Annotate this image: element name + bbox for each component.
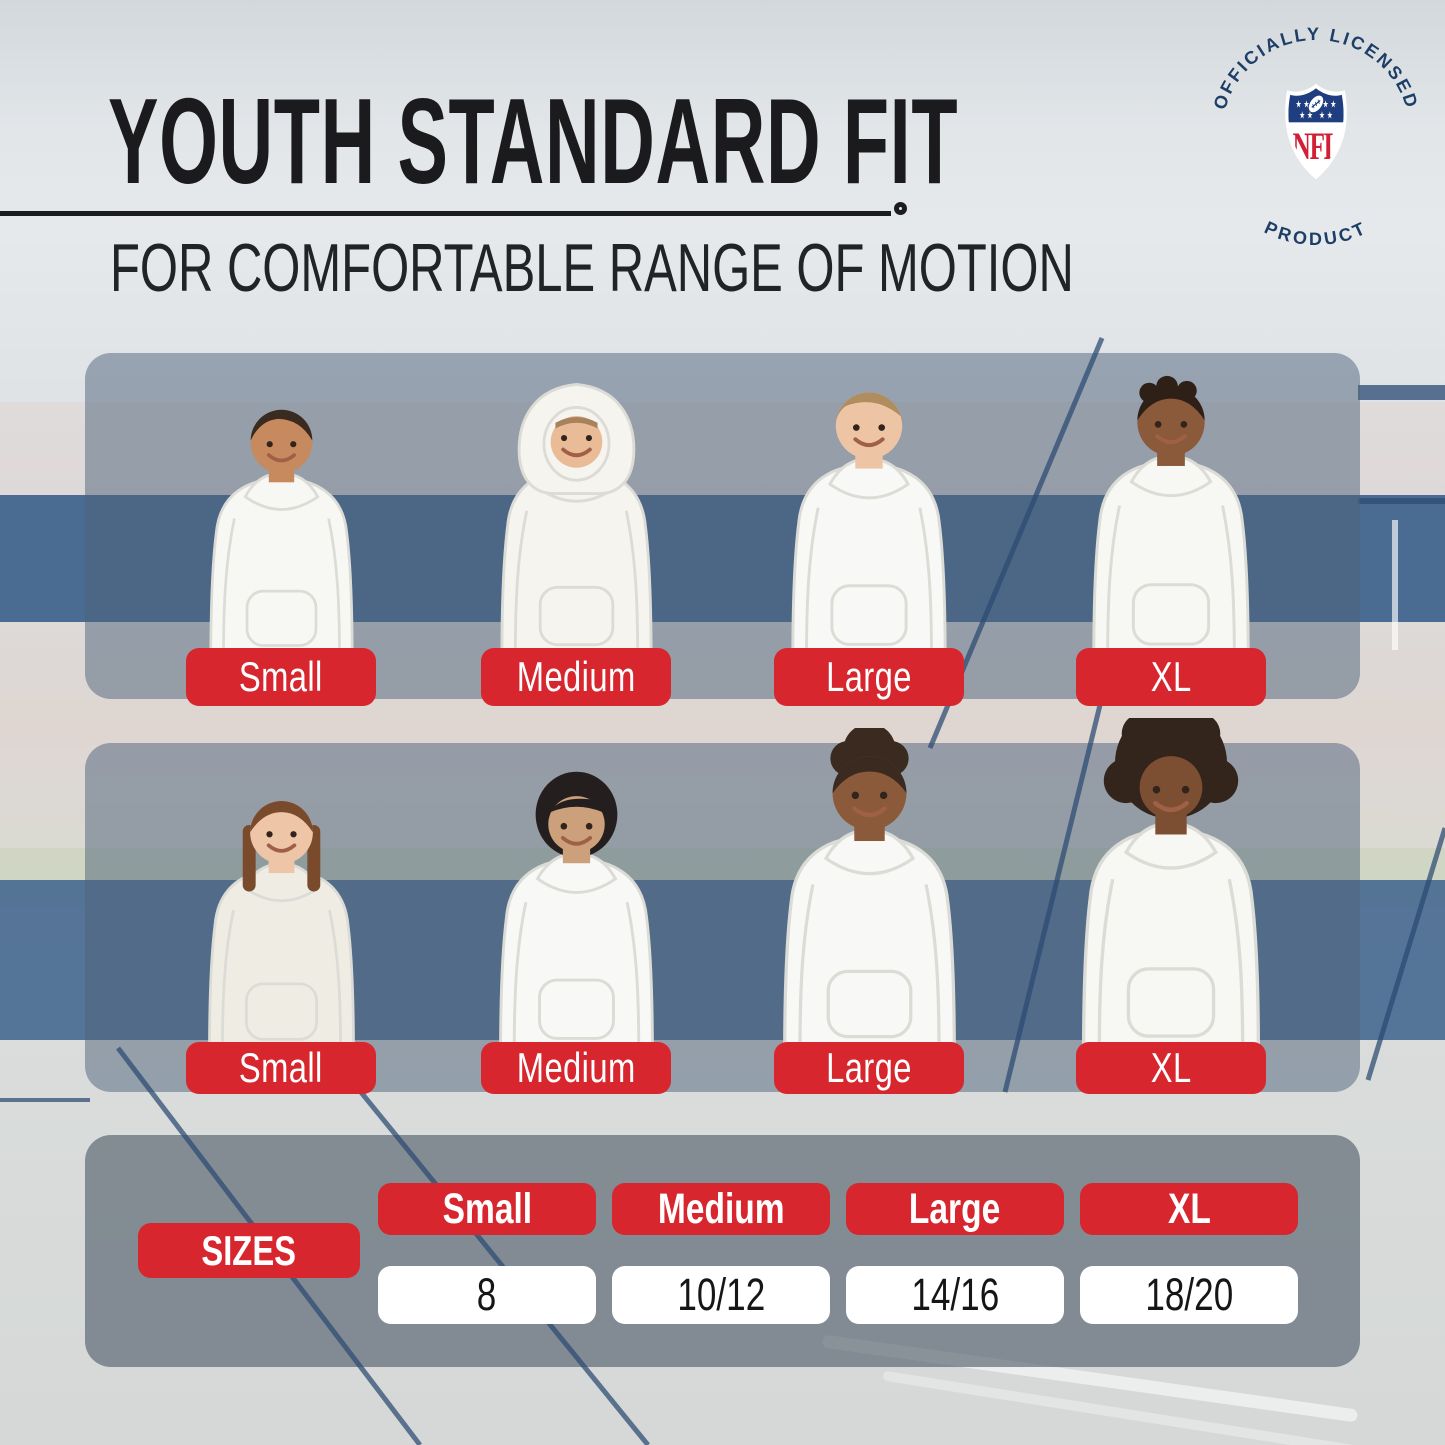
model-girl-small xyxy=(168,777,395,1056)
shield-stars: ★ ★ ★ ★ ★ ★ ★ ★ xyxy=(1296,99,1337,122)
size-label-girls-small: Small xyxy=(186,1042,376,1094)
divider-end-ring xyxy=(894,202,907,215)
nfl-shield-icon: ★ ★ ★ ★ ★ ★ ★ ★ NFL xyxy=(1285,83,1347,180)
page-subtitle: FOR COMFORTABLE RANGE OF MOTION xyxy=(110,230,1074,306)
model-girl-medium xyxy=(457,762,696,1056)
shield-nfl-text: NFL xyxy=(1293,126,1340,169)
table-header-large: Large xyxy=(846,1183,1064,1235)
svg-text:★: ★ xyxy=(1296,99,1302,111)
size-label-text: Large xyxy=(826,653,912,700)
size-label-girls-medium: Medium xyxy=(481,1042,671,1094)
model-boy-small xyxy=(170,388,393,662)
table-header-medium: Medium xyxy=(612,1183,830,1235)
page-title: YOUTH STANDARD FIT xyxy=(108,73,959,209)
table-header-small: Small xyxy=(378,1183,596,1235)
svg-text:★: ★ xyxy=(1330,99,1336,111)
table-header-xl: XL xyxy=(1080,1183,1298,1235)
size-label-text: Small xyxy=(239,653,323,700)
size-label-text: XL xyxy=(1150,653,1192,700)
badge-arc-bottom-text: PRODUCT xyxy=(1261,217,1370,249)
svg-text:★: ★ xyxy=(1303,99,1309,111)
size-label-girls-xl: XL xyxy=(1076,1042,1266,1094)
size-label-girls-large: Large xyxy=(774,1042,964,1094)
table-header-text: Small xyxy=(442,1184,532,1233)
table-value-xl: 18/20 xyxy=(1080,1266,1298,1324)
table-value-text: 18/20 xyxy=(1145,1269,1233,1320)
svg-text:★: ★ xyxy=(1299,110,1305,122)
table-header-text: XL xyxy=(1167,1184,1211,1233)
table-value-large: 14/16 xyxy=(846,1266,1064,1324)
svg-text:★: ★ xyxy=(1307,110,1313,122)
model-boy-medium xyxy=(459,373,694,662)
table-value-text: 10/12 xyxy=(677,1269,765,1320)
size-label-text: Large xyxy=(826,1044,912,1091)
size-label-boys-xl: XL xyxy=(1076,648,1266,706)
svg-text:★: ★ xyxy=(1327,110,1333,122)
size-label-boys-medium: Medium xyxy=(481,648,671,706)
divider-line xyxy=(0,211,891,216)
goalpost-upright xyxy=(1392,520,1398,650)
svg-text:★: ★ xyxy=(1319,110,1325,122)
size-label-text: Medium xyxy=(516,653,636,700)
size-label-boys-small: Small xyxy=(186,648,376,706)
nfl-licensed-badge: OFFICIALLY LICENSED PRODUCT ★ ★ ★ ★ ★ ★ ★ ★ xyxy=(1210,24,1420,249)
table-value-text: 14/16 xyxy=(911,1269,999,1320)
size-label-text: Medium xyxy=(516,1044,636,1091)
model-boy-xl xyxy=(1049,363,1293,662)
svg-text:★: ★ xyxy=(1323,99,1329,111)
model-girl-xl xyxy=(1033,706,1309,1056)
right-navy-line xyxy=(1358,498,1445,504)
table-value-small: 8 xyxy=(378,1266,596,1324)
table-header-text: Large xyxy=(909,1184,1001,1233)
right-navy-strip xyxy=(1358,385,1445,400)
sizes-header-text: SIZES xyxy=(201,1226,297,1274)
table-header-text: Medium xyxy=(657,1184,785,1233)
size-label-text: XL xyxy=(1150,1044,1192,1091)
size-label-text: Small xyxy=(239,1044,323,1091)
sizes-row-header: SIZES xyxy=(138,1223,360,1278)
table-value-text: 8 xyxy=(477,1269,497,1320)
model-girl-large xyxy=(736,723,1003,1056)
shield-football xyxy=(1308,95,1324,113)
model-boy-large xyxy=(749,367,989,662)
table-value-medium: 10/12 xyxy=(612,1266,830,1324)
size-label-boys-large: Large xyxy=(774,648,964,706)
